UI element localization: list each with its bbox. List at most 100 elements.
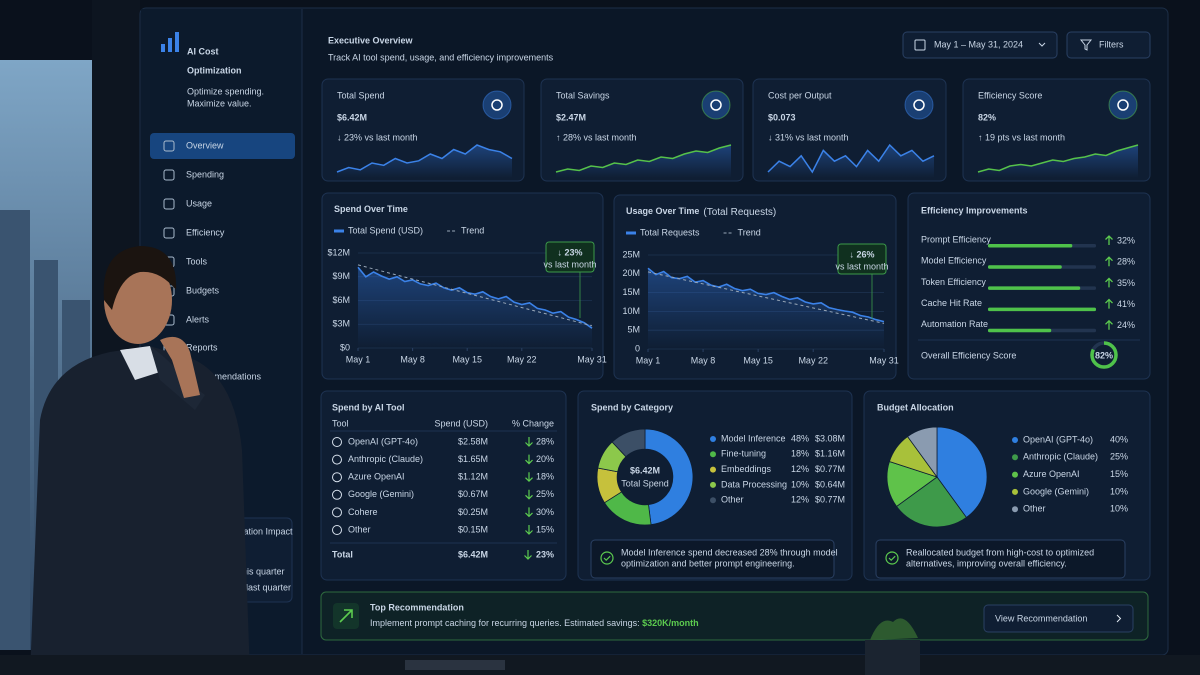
legend-label: Data Processing [721, 479, 787, 489]
note-text: Reallocated budget from high-cost to opt… [906, 547, 1094, 557]
table-cell: Cohere [348, 507, 378, 517]
table-cell: 18% [536, 472, 554, 482]
column-header: Tool [332, 418, 349, 428]
chart-title: Usage Over Time (Total Requests) [626, 206, 776, 217]
kpi-value: $6.42M [337, 112, 367, 122]
card-title: Spend by Category [591, 402, 673, 412]
legend-dot [1012, 454, 1018, 461]
nav-item: Efficiency [186, 227, 225, 237]
sparkline [555, 144, 732, 173]
nav-item: Reports [186, 342, 218, 352]
legend-amount: $0.77M [815, 495, 845, 505]
legend-label: Azure OpenAI [1023, 469, 1080, 479]
note-box [590, 539, 835, 579]
line-area [648, 268, 884, 349]
down-arrow [525, 454, 533, 465]
legend-label: Google (Gemini) [1023, 486, 1089, 496]
legend-label: Trend [738, 227, 761, 237]
table-cell: 25% [536, 489, 554, 499]
tool-icon [332, 489, 342, 500]
person [0, 246, 1200, 675]
legend-dot [710, 497, 716, 504]
filters-label: Filters [1099, 39, 1124, 49]
legend-percent: 48% [791, 433, 809, 443]
table-cell: $0.15M [458, 524, 488, 534]
table-cell: Azure OpenAI [348, 472, 405, 482]
recommendation-title: Top Recommendation [370, 602, 464, 612]
legend-label: Model Inference [721, 433, 786, 443]
annotation-subtext: vs last month [543, 259, 596, 269]
y-tick-label: 15M [622, 287, 640, 297]
progress-bar [988, 307, 1096, 312]
annotation-subtext: vs last month [835, 261, 888, 271]
efficiency-card [907, 192, 1151, 380]
kpi-change: ↓ 23% vs last month [337, 132, 418, 142]
kpi-icon [904, 90, 934, 120]
table-cell: 30% [536, 507, 554, 517]
impact-title: Optimization Impact [213, 526, 293, 536]
slice [907, 426, 938, 479]
table-cell: Google (Gemini) [348, 489, 414, 499]
table-cell: OpenAI (GPT-4o) [348, 436, 418, 446]
x-tick-label: May 8 [691, 355, 716, 365]
y-tick-label: 0 [635, 343, 640, 353]
calendar-icon [914, 39, 926, 51]
score-label: 82% [1095, 350, 1113, 360]
legend-label: Embeddings [721, 464, 772, 474]
up-arrow [1105, 235, 1113, 245]
kpi-value: $2.47M [556, 112, 586, 122]
overall-label: Overall Efficiency Score [921, 350, 1016, 360]
x-tick-label: May 22 [507, 354, 537, 364]
nav-item: Recommendations [186, 371, 262, 381]
kpi-change: ↓ 31% vs last month [768, 132, 849, 142]
y-tick-label: $9M [332, 271, 350, 281]
kpi-value: 82% [978, 112, 996, 122]
nav-icon[interactable] [163, 198, 175, 210]
efficiency-label: Model Efficiency [921, 256, 987, 266]
table-cell: $0.67M [458, 489, 488, 499]
card-title: Spend by AI Tool [332, 402, 405, 412]
legend-percent: 10% [1110, 486, 1128, 496]
filters-button[interactable] [1066, 31, 1151, 59]
view-button[interactable] [983, 604, 1134, 633]
y-tick-label: 25M [622, 249, 640, 259]
efficiency-value: 28% [1117, 257, 1135, 267]
tool-icon [332, 454, 342, 465]
legend-dot [710, 451, 716, 458]
date-button[interactable] [902, 31, 1058, 59]
nav-active[interactable] [150, 133, 295, 159]
efficiency-label: Prompt Efficiency [921, 234, 991, 244]
nav-icon[interactable] [163, 227, 175, 239]
nav-item: Budgets [186, 285, 220, 295]
y-tick-label: $6M [332, 295, 350, 305]
table-cell: Anthropic (Claude) [348, 454, 423, 464]
check-icon [885, 551, 899, 565]
nav-item: Usage [186, 198, 212, 208]
legend-label: OpenAI (GPT-4o) [1023, 434, 1093, 444]
column-header: % Change [512, 418, 554, 428]
tool-icon [332, 525, 342, 535]
legend-percent: 40% [1110, 434, 1128, 444]
nav-icon[interactable] [163, 169, 175, 181]
x-tick-label: May 31 [869, 355, 899, 365]
kpi-icon-glyph [913, 99, 925, 111]
kpi-label: Total Savings [556, 90, 610, 100]
button-chevron [1116, 614, 1122, 623]
down-arrow [525, 525, 533, 535]
efficiency-label: Automation Rate [921, 319, 988, 329]
down-arrow [525, 507, 533, 518]
view-button-label: View Recommendation [995, 613, 1087, 623]
trend-line [357, 264, 593, 327]
table-cell: $1.12M [458, 472, 488, 482]
nav-icon[interactable] [163, 140, 175, 152]
kpi-change: ↑ 28% vs last month [556, 132, 637, 142]
down-arrow [524, 550, 532, 560]
legend-amount: $3.08M [815, 433, 845, 443]
efficiency-value: 41% [1117, 299, 1135, 309]
legend-dot [710, 436, 716, 442]
x-tick-label: May 15 [452, 354, 482, 364]
legend-label: Anthropic (Claude) [1023, 452, 1098, 462]
efficiency-label: Token Efficiency [921, 277, 986, 287]
